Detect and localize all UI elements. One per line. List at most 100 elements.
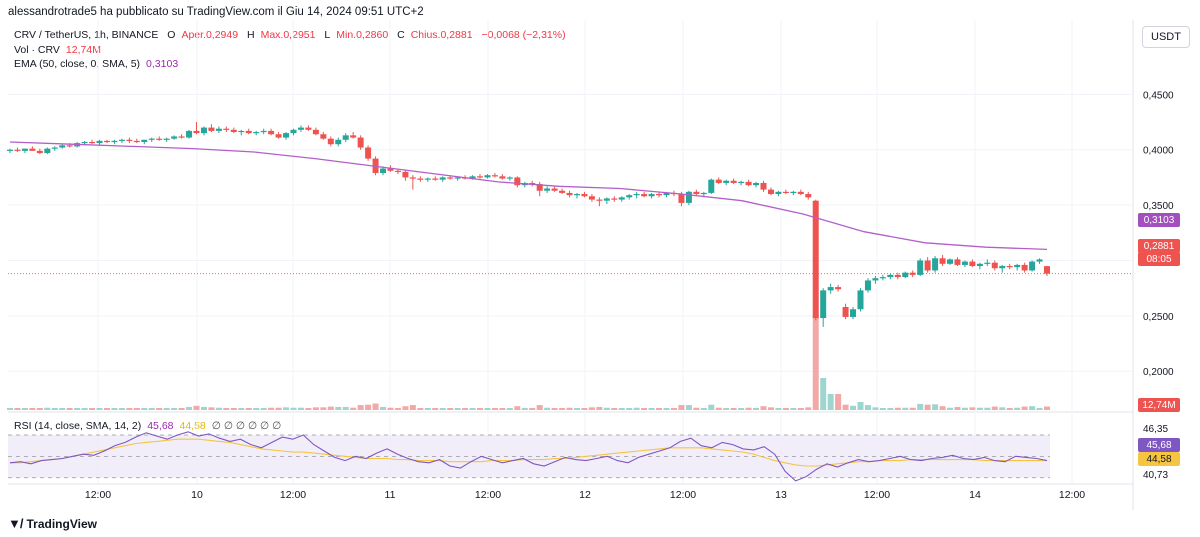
volume-bar — [283, 407, 290, 410]
candle-body — [477, 176, 484, 178]
ema-label: EMA (50, close, 0, SMA, 5) — [14, 58, 141, 70]
candle-body — [447, 177, 454, 179]
candle-body — [1021, 264, 1028, 271]
candle-body — [872, 278, 879, 281]
candle-body — [200, 127, 207, 134]
candle-body — [909, 272, 916, 275]
volume-bar — [44, 407, 51, 410]
candle-body — [641, 194, 648, 197]
volume-bar — [432, 408, 439, 410]
candle-body — [812, 200, 819, 319]
rsi-sma-value: 44,58 — [179, 420, 206, 432]
candle-body — [902, 272, 909, 278]
volume-bar — [21, 408, 28, 410]
candle-body — [215, 128, 222, 131]
volume-bar — [118, 408, 125, 410]
volume-bar — [1021, 406, 1028, 410]
candle-body — [1036, 259, 1043, 262]
volume-bar — [253, 408, 260, 410]
rsi-axis-label: 46,35 — [1143, 424, 1168, 435]
close-value: Chius.0,2881 — [410, 29, 473, 41]
candle-body — [753, 182, 760, 186]
candle-body — [29, 148, 36, 151]
rsi-extra-values: ∅ ∅ ∅ ∅ ∅ ∅ — [211, 420, 282, 432]
candle-body — [103, 140, 110, 143]
candle-body — [223, 128, 230, 130]
volume-bar — [596, 406, 603, 410]
volume-value: 12,74M — [65, 44, 101, 56]
volume-bar — [148, 408, 155, 410]
x-tick-label: 12:00 — [1059, 489, 1085, 501]
candle-body — [693, 191, 700, 195]
volume-bar — [544, 407, 551, 410]
candle-body — [380, 168, 387, 173]
candle-body — [253, 132, 260, 134]
volume-bar — [581, 408, 588, 410]
candle-body — [656, 194, 663, 196]
volume-bar — [670, 408, 677, 410]
volume-bar — [1036, 408, 1043, 410]
candle-body — [156, 138, 163, 140]
volume-bar — [805, 407, 812, 410]
candle-body — [544, 188, 551, 191]
volume-bar — [633, 407, 640, 410]
volume-bar — [947, 407, 954, 410]
volume-bar — [350, 407, 357, 410]
footer-brand[interactable]: ▼/ TradingView — [8, 516, 97, 531]
candle-body — [805, 194, 812, 198]
candle-body — [432, 178, 439, 180]
x-tick-label: 12:00 — [670, 489, 696, 501]
candle-body — [536, 184, 543, 191]
volume-bar — [559, 408, 566, 410]
volume-bar — [290, 407, 297, 410]
candle-body — [394, 170, 401, 172]
volume-bar — [141, 408, 148, 410]
candle-body — [887, 274, 894, 278]
volume-bar — [215, 407, 222, 410]
x-tick-label: 10 — [191, 489, 203, 501]
candle-body — [327, 138, 334, 145]
candle-body — [312, 129, 319, 135]
candle-body — [357, 137, 364, 148]
candle-body — [66, 145, 73, 147]
candle-body — [51, 147, 58, 149]
x-tick-label: 11 — [385, 489, 396, 501]
volume-bar — [268, 407, 275, 410]
candle-body — [171, 136, 178, 139]
ema-price-tag: 0,3103 — [1138, 213, 1180, 227]
candle-body — [469, 176, 476, 179]
volume-bar — [685, 405, 692, 410]
volume-bar — [812, 315, 819, 410]
x-tick-label: 12:00 — [280, 489, 306, 501]
volume-bar — [700, 408, 707, 410]
volume-bar — [193, 405, 200, 410]
volume-bar — [879, 408, 886, 410]
volume-bar — [782, 408, 789, 410]
volume-bar — [723, 408, 730, 410]
candle-body — [1029, 261, 1036, 271]
candle-body — [864, 280, 871, 291]
volume-bar — [491, 408, 498, 410]
candle-body — [335, 139, 342, 145]
volume-bar — [976, 407, 983, 410]
volume-bar — [738, 408, 745, 410]
volume-bar — [506, 408, 513, 410]
volume-bar — [133, 408, 140, 410]
candle-body — [1006, 266, 1013, 268]
candle-body — [193, 130, 200, 134]
volume-bar — [917, 403, 924, 410]
candle-body — [738, 181, 745, 184]
volume-bar — [850, 405, 857, 410]
candle-body — [767, 189, 774, 195]
symbol-name: CRV / TetherUS, 1h, BINANCE — [14, 29, 159, 41]
volume-bar — [312, 407, 319, 410]
candle-body — [230, 129, 237, 133]
candle-body — [268, 130, 275, 135]
candle-body — [89, 141, 96, 144]
candle-body — [618, 197, 625, 200]
volume-bar — [767, 407, 774, 410]
currency-selector[interactable]: USDT — [1142, 26, 1190, 48]
volume-bar — [372, 403, 379, 410]
volume-bar — [409, 405, 416, 410]
